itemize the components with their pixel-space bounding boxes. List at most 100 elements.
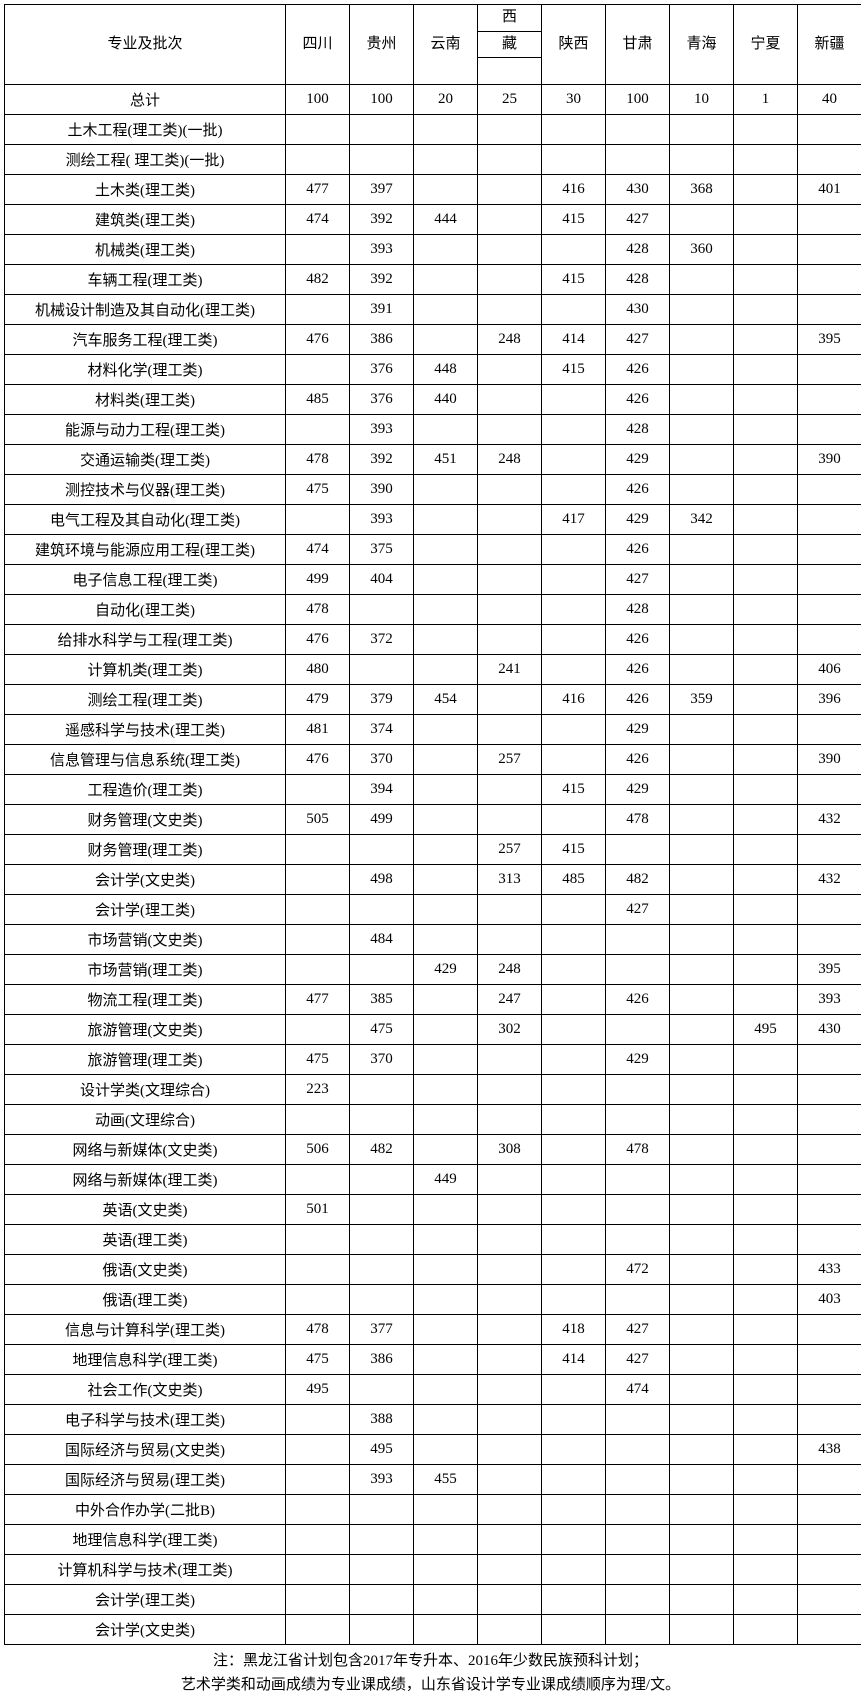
row-label: 遥感科学与技术(理工类) bbox=[5, 715, 286, 745]
cell-value: 474 bbox=[606, 1375, 670, 1405]
cell-value bbox=[350, 655, 414, 685]
cell-value bbox=[414, 1315, 478, 1345]
cell-value bbox=[478, 685, 542, 715]
cell-value bbox=[286, 1495, 350, 1525]
cell-value bbox=[542, 1585, 606, 1615]
row-label: 土木工程(理工类)(一批) bbox=[5, 115, 286, 145]
cell-value: 427 bbox=[606, 895, 670, 925]
cell-value bbox=[734, 1045, 798, 1075]
cell-value: 257 bbox=[478, 835, 542, 865]
row-label: 汽车服务工程(理工类) bbox=[5, 325, 286, 355]
cell-value: 417 bbox=[542, 505, 606, 535]
header-major: 专业及批次 bbox=[5, 5, 286, 85]
cell-value bbox=[798, 1075, 861, 1105]
cell-value bbox=[542, 955, 606, 985]
cell-value: 257 bbox=[478, 745, 542, 775]
cell-value bbox=[478, 475, 542, 505]
cell-value bbox=[350, 835, 414, 865]
cell-value: 429 bbox=[606, 775, 670, 805]
cell-value: 100 bbox=[606, 85, 670, 115]
cell-value: 475 bbox=[286, 1345, 350, 1375]
cell-value bbox=[734, 655, 798, 685]
header-sichuan: 四川 bbox=[286, 5, 350, 85]
cell-value: 432 bbox=[798, 865, 861, 895]
table-row: 动画(文理综合) bbox=[5, 1105, 861, 1135]
cell-value: 477 bbox=[286, 985, 350, 1015]
cell-value bbox=[478, 565, 542, 595]
row-label: 英语(理工类) bbox=[5, 1225, 286, 1255]
cell-value bbox=[670, 1195, 734, 1225]
cell-value bbox=[542, 445, 606, 475]
cell-value bbox=[478, 1315, 542, 1345]
cell-value: 426 bbox=[606, 535, 670, 565]
cell-value bbox=[734, 295, 798, 325]
table-row: 会计学(文史类) bbox=[5, 1615, 861, 1645]
cell-value bbox=[734, 505, 798, 535]
cell-value: 396 bbox=[798, 685, 861, 715]
cell-value: 313 bbox=[478, 865, 542, 895]
table-row: 材料化学(理工类)376448415426 bbox=[5, 355, 861, 385]
cell-value: 454 bbox=[414, 685, 478, 715]
cell-value bbox=[414, 1405, 478, 1435]
row-label: 俄语(理工类) bbox=[5, 1285, 286, 1315]
cell-value: 499 bbox=[350, 805, 414, 835]
cell-value: 444 bbox=[414, 205, 478, 235]
cell-value bbox=[670, 1015, 734, 1045]
table-body: 总计10010020253010010140土木工程(理工类)(一批)测绘工程(… bbox=[5, 85, 861, 1645]
cell-value bbox=[350, 1495, 414, 1525]
cell-value bbox=[478, 175, 542, 205]
cell-value bbox=[734, 955, 798, 985]
cell-value: 430 bbox=[606, 175, 670, 205]
table-row: 财务管理(文史类)505499478432 bbox=[5, 805, 861, 835]
cell-value bbox=[286, 1465, 350, 1495]
cell-value: 100 bbox=[286, 85, 350, 115]
row-label: 机械设计制造及其自动化(理工类) bbox=[5, 295, 286, 325]
cell-value bbox=[542, 1375, 606, 1405]
cell-value bbox=[670, 115, 734, 145]
cell-value bbox=[414, 925, 478, 955]
cell-value bbox=[734, 415, 798, 445]
header-qinghai: 青海 bbox=[670, 5, 734, 85]
cell-value: 479 bbox=[286, 685, 350, 715]
cell-value: 506 bbox=[286, 1135, 350, 1165]
cell-value bbox=[478, 895, 542, 925]
cell-value bbox=[734, 235, 798, 265]
cell-value bbox=[798, 1195, 861, 1225]
header-shaanxi: 陕西 bbox=[542, 5, 606, 85]
cell-value bbox=[798, 835, 861, 865]
cell-value bbox=[734, 1225, 798, 1255]
cell-value bbox=[734, 715, 798, 745]
cell-value bbox=[798, 775, 861, 805]
table-row: 市场营销(文史类)484 bbox=[5, 925, 861, 955]
cell-value bbox=[286, 1435, 350, 1465]
row-label: 建筑环境与能源应用工程(理工类) bbox=[5, 535, 286, 565]
cell-value: 386 bbox=[350, 1345, 414, 1375]
cell-value bbox=[286, 865, 350, 895]
cell-value bbox=[606, 1495, 670, 1525]
cell-value: 386 bbox=[350, 325, 414, 355]
cell-value bbox=[798, 295, 861, 325]
row-label: 旅游管理(理工类) bbox=[5, 1045, 286, 1075]
cell-value bbox=[286, 925, 350, 955]
cell-value: 426 bbox=[606, 625, 670, 655]
cell-value bbox=[350, 1075, 414, 1105]
cell-value bbox=[414, 1135, 478, 1165]
row-label: 俄语(文史类) bbox=[5, 1255, 286, 1285]
row-label: 材料类(理工类) bbox=[5, 385, 286, 415]
row-label: 国际经济与贸易(理工类) bbox=[5, 1465, 286, 1495]
table-row: 自动化(理工类)478428 bbox=[5, 595, 861, 625]
cell-value bbox=[478, 205, 542, 235]
table-row: 材料类(理工类)485376440426 bbox=[5, 385, 861, 415]
cell-value bbox=[670, 1435, 734, 1465]
cell-value bbox=[414, 1375, 478, 1405]
cell-value bbox=[414, 805, 478, 835]
table-row: 物流工程(理工类)477385247426393 bbox=[5, 985, 861, 1015]
cell-value bbox=[478, 1585, 542, 1615]
cell-value: 247 bbox=[478, 985, 542, 1015]
row-label: 建筑类(理工类) bbox=[5, 205, 286, 235]
cell-value bbox=[670, 1405, 734, 1435]
cell-value bbox=[542, 595, 606, 625]
table-row: 设计学类(文理综合)223 bbox=[5, 1075, 861, 1105]
cell-value bbox=[414, 1195, 478, 1225]
cell-value: 248 bbox=[478, 955, 542, 985]
